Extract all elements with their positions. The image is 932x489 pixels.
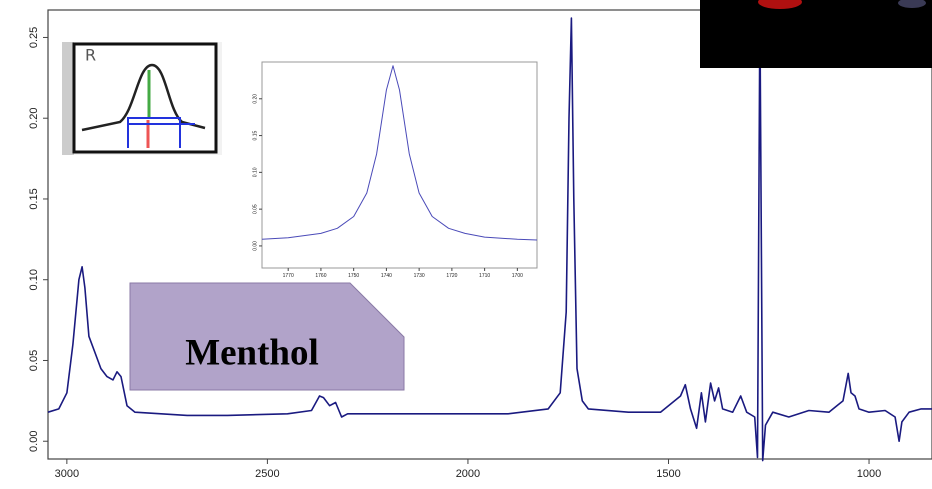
r-logo: R	[62, 42, 222, 155]
x-tick-label: 1720	[446, 273, 457, 279]
x-tick-label: 1000	[857, 468, 881, 480]
spectrum-line	[261, 65, 538, 241]
x-tick-label: 1770	[283, 273, 294, 279]
x-tick-label: 1740	[381, 273, 392, 279]
y-tick-label: 0.20	[252, 94, 258, 104]
x-tick-label: 3000	[55, 468, 79, 480]
x-tick-label: 2000	[456, 468, 480, 480]
y-tick-label: 0.00	[28, 431, 40, 452]
spectrum-line	[47, 9, 932, 462]
logo-curve	[81, 63, 206, 132]
y-tick-label: 0.25	[28, 27, 40, 48]
logo-edge	[62, 42, 74, 155]
annotation: Menthol	[129, 282, 405, 391]
annotation-box	[129, 282, 405, 391]
x-tick-label: 1710	[479, 273, 490, 279]
logo-frame	[72, 42, 218, 154]
y-tick-label: 0.15	[252, 130, 258, 140]
x-tick-label: 1750	[348, 273, 359, 279]
y-tick-label: 0.05	[252, 204, 258, 214]
y-tick-label: 0.10	[28, 269, 40, 290]
annotation-text: Menthol	[185, 332, 319, 373]
logo-text: R	[85, 46, 96, 65]
y-tick-label: 0.00	[252, 241, 258, 251]
plot: 1770 1760 1750 1740 1730 1720 1710 1700 0.00 0.05…	[252, 61, 538, 279]
photo	[700, 0, 932, 68]
x-tick-label: 2500	[255, 468, 279, 480]
photo-blob	[898, 0, 926, 8]
y-tick-label: 0.05	[28, 350, 40, 371]
y-tick-label: 0.15	[28, 188, 40, 209]
photo-blob	[758, 0, 802, 9]
x-tick-label: 1760	[315, 273, 326, 279]
logo-blue	[127, 117, 195, 148]
x-tick-label: 1730	[414, 273, 425, 279]
plot-frame	[261, 61, 538, 269]
x-tick-label: 1700	[512, 273, 523, 279]
x-tick-label: 1500	[656, 468, 680, 480]
y-tick-label: 0.10	[252, 167, 258, 177]
photo-bg	[700, 0, 932, 68]
y-tick-label: 0.20	[28, 108, 40, 129]
